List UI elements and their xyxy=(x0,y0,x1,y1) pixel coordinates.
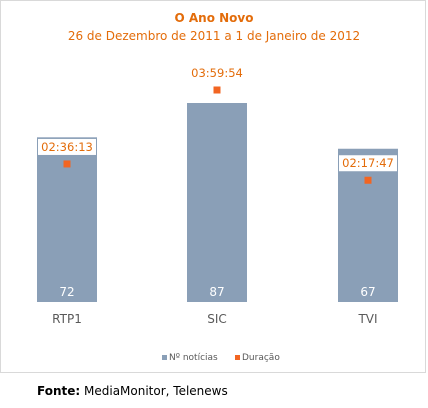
category-label-tvi: TVI xyxy=(357,312,377,326)
source-text: MediaMonitor, Telenews xyxy=(84,384,228,398)
duration-marker-sic xyxy=(213,86,221,94)
source-label: Fonte: xyxy=(37,384,81,398)
category-label-rtp1: RTP1 xyxy=(52,312,82,326)
duration-marker-tvi xyxy=(364,176,372,184)
duration-label-tvi: 02:17:47 xyxy=(342,156,394,170)
duration-label-rtp1: 02:36:13 xyxy=(41,140,93,154)
duration-label-sic: 03:59:54 xyxy=(191,66,243,80)
duration-marker-rtp1 xyxy=(63,160,71,168)
duration-label-box-rtp1 xyxy=(38,138,96,155)
legend-label-duracao: Duração xyxy=(242,353,280,363)
count-label-rtp1: 72 xyxy=(59,285,74,299)
chart-title: O Ano Novo xyxy=(175,11,254,25)
category-label-sic: SIC xyxy=(207,312,227,326)
bar-tvi xyxy=(338,148,398,302)
legend: Nº notícias Duração xyxy=(162,353,280,363)
legend-label-noticias: Nº notícias xyxy=(169,353,218,363)
legend-swatch-noticias xyxy=(162,355,167,360)
bar-sic xyxy=(187,103,247,302)
chart-svg: O Ano Novo 26 de Dezembro de 2011 a 1 de… xyxy=(37,11,398,363)
duration-label-box-sic xyxy=(188,65,246,81)
count-label-tvi: 67 xyxy=(360,285,375,299)
legend-swatch-duracao xyxy=(235,355,240,360)
count-label-sic: 87 xyxy=(209,285,224,299)
source-line: Fonte: MediaMonitor, Telenews xyxy=(37,384,228,398)
chart-subtitle: 26 de Dezembro de 2011 a 1 de Janeiro de… xyxy=(68,29,360,43)
plot-area: 72 RTP1 02:36:13 87 SIC 03:59:54 67 TVI 02:17:47 xyxy=(37,65,398,326)
duration-label-box-tvi xyxy=(339,155,397,172)
